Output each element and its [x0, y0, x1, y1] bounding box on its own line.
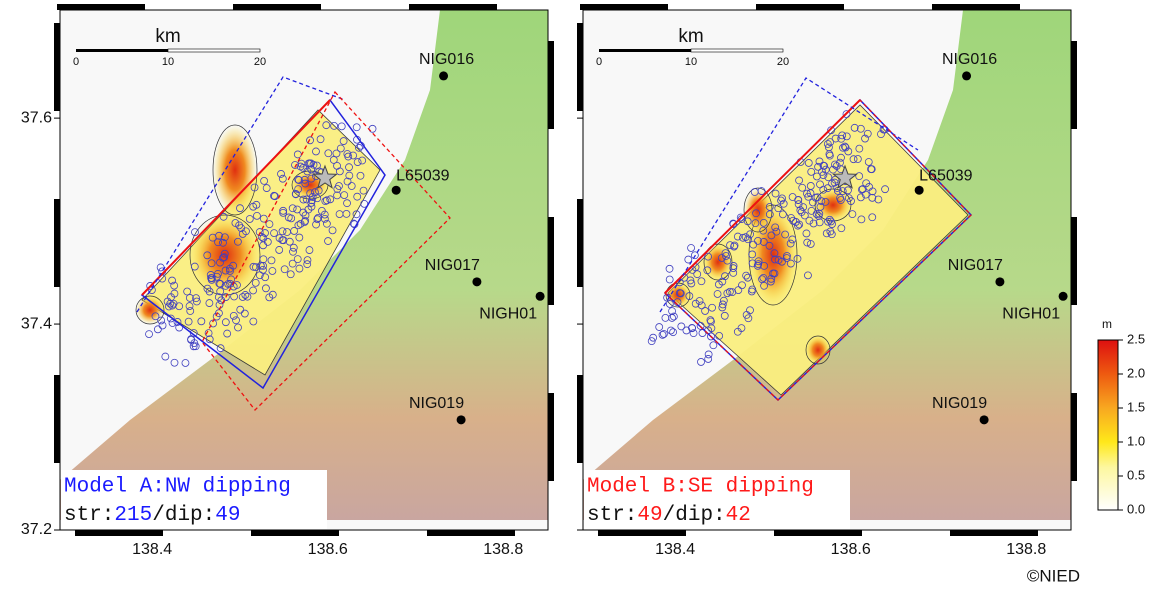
scale-tick-label: 0: [73, 56, 79, 68]
colorbar-tick-label: 1.0: [1127, 433, 1145, 448]
station-label: NIG019: [409, 395, 464, 412]
colorbar-tick-label: 0.0: [1127, 501, 1145, 516]
station-label: NIGH01: [1002, 305, 1060, 322]
station-label: NIG017: [948, 257, 1003, 274]
station-label: NIG019: [932, 395, 987, 412]
colorbar-tick-label: 2.5: [1127, 331, 1145, 346]
station: [915, 186, 924, 195]
dip: 49: [215, 504, 240, 527]
scale-tick-label: 0: [596, 56, 602, 68]
figure: m 2.5 2.0 1.5 1.0 0.5 0.0 138.4 138.6 138.8 37.6 3…: [0, 0, 1170, 589]
dip: 42: [726, 504, 751, 527]
station: [439, 71, 448, 80]
station-label: NIG016: [942, 51, 997, 68]
station: [472, 277, 481, 286]
station-label: NIG017: [425, 257, 480, 274]
station-label: L65039: [919, 167, 972, 184]
station: [962, 71, 971, 80]
strike-label: str:: [64, 504, 114, 527]
scale-unit: km: [155, 26, 180, 47]
dip-label: /dip:: [663, 504, 726, 527]
station-label: L65039: [396, 167, 449, 184]
y-tick-label: 37.6: [21, 109, 52, 126]
scale-tick-label: 10: [685, 56, 697, 68]
model-label: Model B:SE dipping: [587, 476, 814, 499]
colorbar-tick-label: 2.0: [1127, 365, 1145, 380]
x-tick-label: 138.8: [1006, 541, 1046, 558]
colorbar-tick-label: 1.5: [1127, 399, 1145, 414]
credit: ©NIED: [1027, 566, 1080, 585]
strike-dip: str:215/dip:49: [64, 504, 240, 527]
scale-bar-half: [691, 49, 783, 52]
station: [392, 186, 401, 195]
strike-dip: str:49/dip:42: [587, 504, 751, 527]
strike: 215: [114, 504, 152, 527]
scale-tick-label: 10: [162, 56, 174, 68]
scale-tick-label: 20: [254, 56, 266, 68]
x-tick-label: 138.6: [308, 541, 348, 558]
map-panel: 138.4 138.6 138.8 37.6 37.4 37.2 km 0 10 20 NIG016…: [21, 7, 551, 558]
colorbar-tick-label: 0.5: [1127, 467, 1145, 482]
model-label: Model A:NW dipping: [64, 476, 291, 499]
station: [457, 415, 466, 424]
x-tick-label: 138.4: [132, 541, 172, 558]
station: [536, 292, 545, 301]
strike-label: str:: [587, 504, 637, 527]
slip-patch: [136, 296, 164, 324]
slip-patch: [213, 125, 257, 215]
colorbar-unit: m: [1102, 317, 1112, 331]
strike: 49: [637, 504, 662, 527]
scale-bar-half: [168, 49, 260, 52]
y-tick-label: 37.2: [21, 521, 52, 538]
scale-tick-label: 20: [777, 56, 789, 68]
map-panel: 138.4 138.6 138.8 km 0 10 20 NIG016 L65039 NIG017…: [577, 7, 1074, 558]
station-label: NIGH01: [479, 305, 537, 322]
x-tick-label: 138.8: [483, 541, 523, 558]
colorbar: [1098, 340, 1118, 510]
dip-label: /dip:: [152, 504, 215, 527]
scale-unit: km: [678, 26, 703, 47]
station: [995, 277, 1004, 286]
slip-patch: [806, 336, 830, 364]
y-tick-label: 37.4: [21, 315, 52, 332]
x-tick-label: 138.4: [655, 541, 695, 558]
x-tick-label: 138.6: [831, 541, 871, 558]
station-label: NIG016: [419, 51, 474, 68]
station: [980, 415, 989, 424]
station: [1059, 292, 1068, 301]
